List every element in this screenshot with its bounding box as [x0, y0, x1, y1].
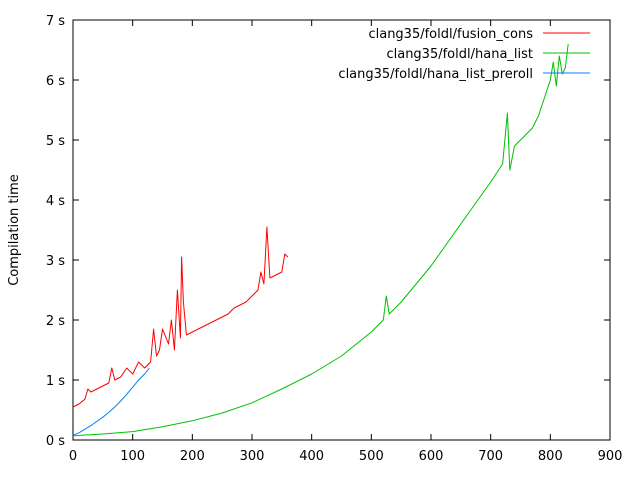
- x-tick-label: 800: [538, 449, 563, 464]
- x-tick-label: 700: [478, 449, 503, 464]
- legend-label-3: clang35/foldl/hana_list_preroll: [338, 67, 533, 82]
- x-tick-label: 100: [120, 449, 145, 464]
- y-tick-label: 6 s: [46, 74, 65, 89]
- legend: clang35/foldl/fusion_cons clang35/foldl/h…: [338, 27, 590, 82]
- y-axis-label: Compilation time: [7, 174, 22, 286]
- y-tick-label: 3 s: [46, 254, 65, 269]
- y-tick-label: 1 s: [46, 374, 65, 389]
- y-tick-label: 5 s: [46, 134, 65, 149]
- y-tick-label: 2 s: [46, 314, 65, 329]
- series-line-1: [72, 226, 289, 408]
- legend-label-2: clang35/foldl/hana_list: [386, 47, 533, 62]
- y-axis: 0 s 1 s 2 s 3 s 4 s 5 s 6 s 7 s: [46, 14, 610, 449]
- y-tick-label: 0 s: [46, 434, 65, 449]
- x-tick-label: 200: [180, 449, 205, 464]
- plot-frame: [72, 19, 611, 441]
- x-tick-label: 0: [69, 449, 77, 464]
- x-tick-label: 500: [359, 449, 384, 464]
- legend-label-1: clang35/foldl/fusion_cons: [368, 27, 533, 42]
- y-tick-label: 4 s: [46, 194, 65, 209]
- series-line-3: [72, 367, 150, 436]
- y-tick-label: 7 s: [46, 14, 65, 29]
- x-tick-label: 400: [299, 449, 324, 464]
- x-tick-label: 900: [598, 449, 623, 464]
- x-tick-label: 600: [419, 449, 444, 464]
- x-axis: 0 100 200 300 400 500 600 700 800 900: [69, 20, 623, 464]
- series-lines: [72, 43, 569, 437]
- x-tick-label: 300: [240, 449, 265, 464]
- series-line-2: [72, 43, 569, 437]
